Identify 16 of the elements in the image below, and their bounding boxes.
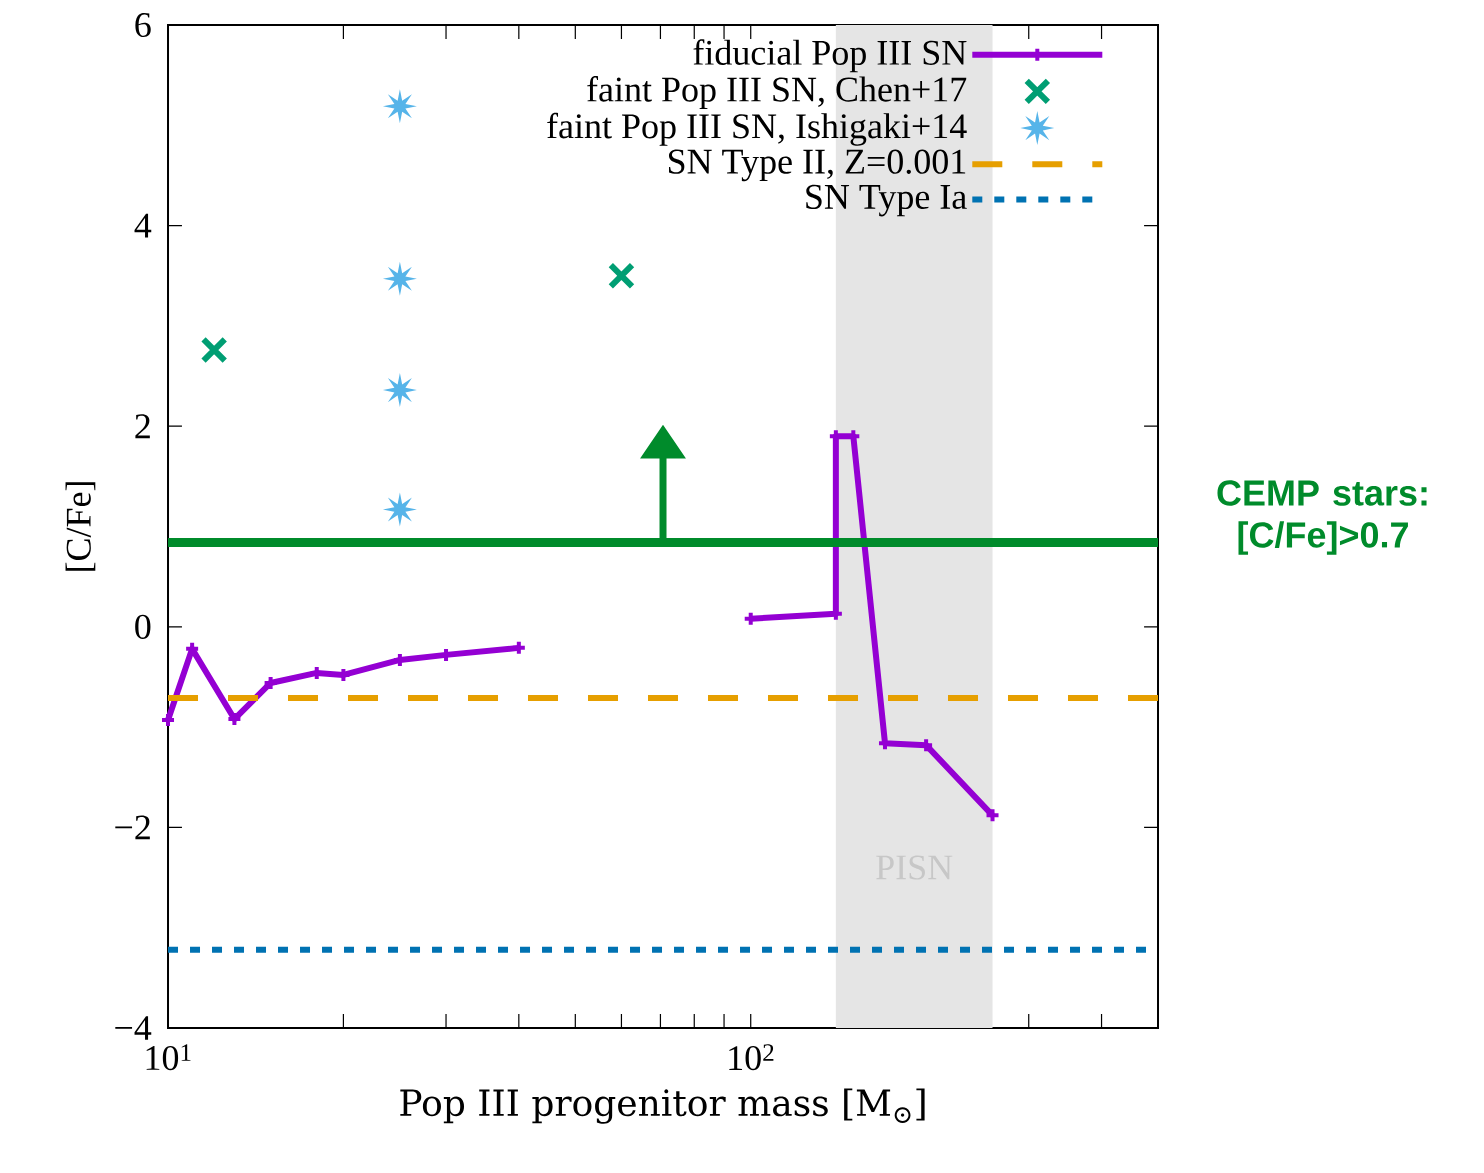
y-tick-label: −4 [115, 1016, 152, 1040]
x-axis-title: Pop III progenitor mass [M$_{⊙}$] [400, 1088, 925, 1124]
x-tick-label: 10$^{1}$ [146, 1044, 191, 1071]
x-tick-label: 10$^{2}$ [729, 1044, 774, 1071]
y-tick-label: 2 [135, 414, 150, 439]
y-tick-label: 4 [134, 213, 152, 238]
legend-label: fiducial Pop III SN [693, 39, 967, 73]
legend-label: faint Pop III SN, Chen+17 [587, 76, 967, 110]
y-axis-title: [C/Fe] [65, 482, 96, 571]
y-tick-label: 0 [135, 614, 151, 639]
ref-line-label: CEMP stars: [C/Fe]>0.7 [1217, 480, 1427, 555]
y-tick-label: −2 [115, 815, 150, 840]
legend-label: faint Pop III SN, Ishigaki+14 [547, 112, 967, 146]
legend-label: SN Type Ia [806, 184, 967, 217]
legend-label: SN Type II, Z=0.001 [668, 149, 966, 182]
y-tick-label: 6 [135, 12, 151, 38]
